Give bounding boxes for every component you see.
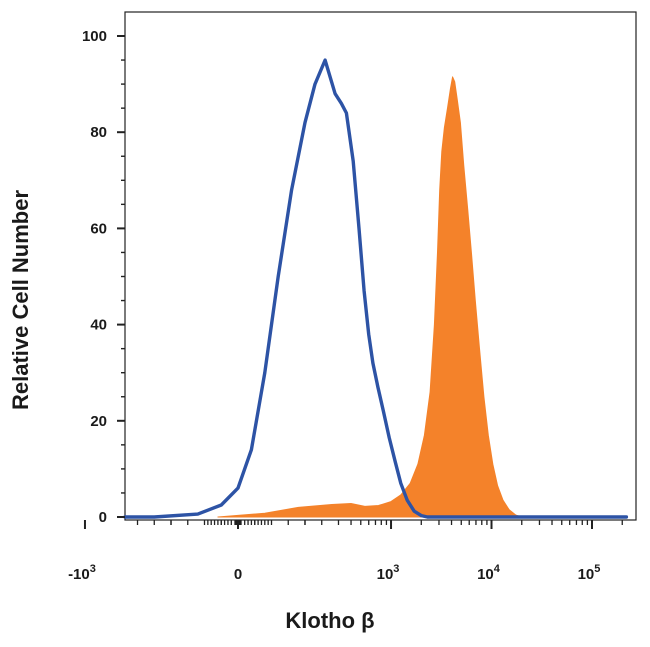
x-tick-label: -103 [68,563,96,583]
y-tick-label: 20 [90,413,107,430]
x-tick-label: 103 [377,563,400,583]
y-tick-label: 40 [90,317,107,334]
plot-frame [124,11,637,521]
y-axis-title: Relative Cell Number [8,190,33,411]
y-tick-label: 0 [99,509,107,526]
x-tick-label: 105 [578,563,601,583]
y-tick-label: 60 [90,220,107,237]
series-0-filled-histogram [217,76,523,518]
axis-layer: 0 20 40 60 80 100 -103 0 103 104 105 [68,28,623,583]
y-tick-label: 80 [90,124,107,141]
series-layer [123,58,629,519]
x-tick-label: 104 [477,563,501,583]
y-tick-label: 100 [82,28,107,45]
x-tick-label: 0 [234,566,242,583]
x-axis-title: Klotho β [285,608,374,633]
series-1-outline-histogram [123,58,629,519]
